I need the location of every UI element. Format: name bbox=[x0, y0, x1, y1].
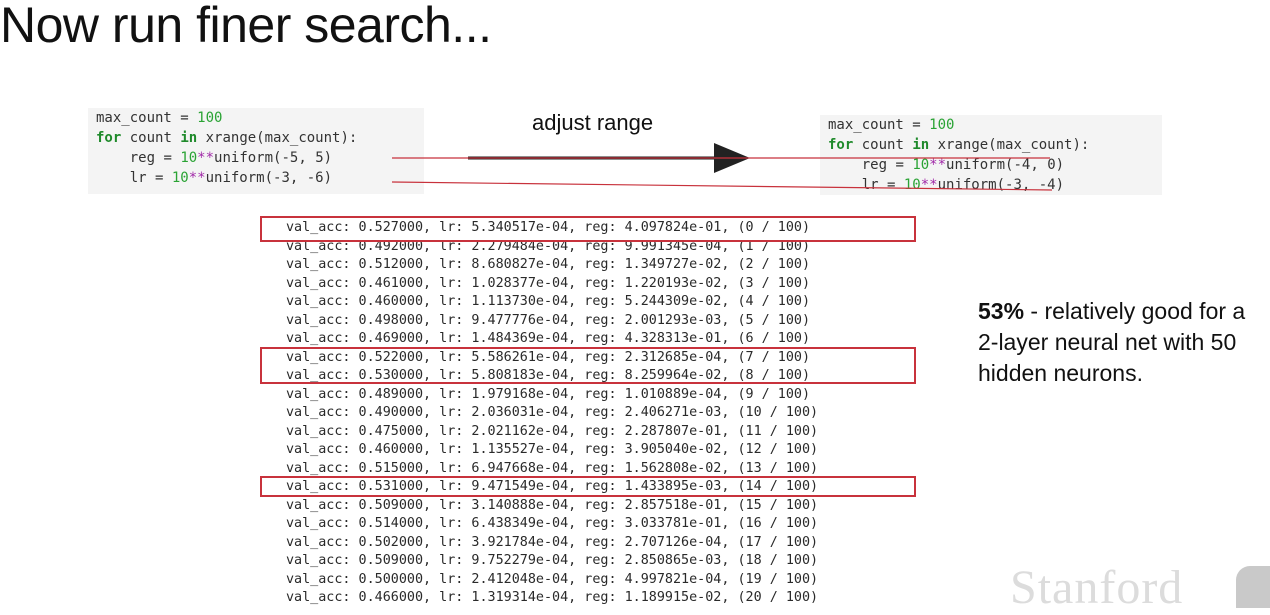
log-row: val_acc: 0.498000, lr: 9.477776e-04, reg… bbox=[286, 312, 811, 328]
log-row: val_acc: 0.522000, lr: 5.586261e-04, reg… bbox=[286, 349, 811, 365]
log-row: val_acc: 0.509000, lr: 3.140888e-04, reg… bbox=[286, 497, 819, 513]
log-row: val_acc: 0.461000, lr: 1.028377e-04, reg… bbox=[286, 275, 811, 291]
note-highlight: 53% bbox=[978, 298, 1025, 324]
log-row: val_acc: 0.460000, lr: 1.135527e-04, reg… bbox=[286, 442, 819, 457]
log-row: val_acc: 0.466000, lr: 1.319314e-04, reg… bbox=[286, 590, 819, 605]
code-line-max-count: max_count = 100 bbox=[828, 117, 955, 133]
log-row: val_acc: 0.492000, lr: 2.279484e-04, reg… bbox=[286, 238, 811, 254]
stanford-watermark: Stanford bbox=[1010, 561, 1184, 614]
slide-title: Now run finer search... bbox=[0, 0, 492, 53]
log-row: val_acc: 0.500000, lr: 2.412048e-04, reg… bbox=[286, 571, 819, 587]
corner-graphic bbox=[1236, 566, 1270, 608]
log-row: val_acc: 0.469000, lr: 1.484369e-04, reg… bbox=[286, 331, 811, 346]
log-row: val_acc: 0.531000, lr: 9.471549e-04, reg… bbox=[286, 479, 819, 494]
adjust-range-label: adjust range bbox=[532, 110, 654, 135]
log-row: val_acc: 0.530000, lr: 5.808183e-04, reg… bbox=[286, 368, 811, 383]
highlight-box-row-14 bbox=[260, 476, 916, 497]
log-row: val_acc: 0.490000, lr: 2.036031e-04, reg… bbox=[286, 405, 819, 420]
code-line-for: for count in xrange(max_count): bbox=[96, 130, 358, 146]
log-row: val_acc: 0.527000, lr: 5.340517e-04, reg… bbox=[286, 220, 811, 235]
code-line-reg: reg = 10**uniform(-4, 0) bbox=[861, 157, 1065, 173]
code-line-lr: lr = 10**uniform(-3, -4) bbox=[861, 177, 1065, 193]
code-line-reg: reg = 10**uniform(-5, 5) bbox=[129, 150, 333, 166]
highlight-box-row-0 bbox=[260, 216, 916, 242]
log-row: val_acc: 0.489000, lr: 1.979168e-04, reg… bbox=[286, 386, 811, 402]
log-row: val_acc: 0.475000, lr: 2.021162e-04, reg… bbox=[286, 423, 819, 439]
code-block-original: max_count = 100 for count in xrange(max_… bbox=[88, 108, 424, 194]
log-row: val_acc: 0.509000, lr: 9.752279e-04, reg… bbox=[286, 553, 819, 568]
log-row: val_acc: 0.502000, lr: 3.921784e-04, reg… bbox=[286, 534, 819, 550]
log-row: val_acc: 0.460000, lr: 1.113730e-04, reg… bbox=[286, 294, 811, 309]
result-note: 53% - relatively good for a 2-layer neur… bbox=[978, 296, 1268, 389]
log-row: val_acc: 0.512000, lr: 8.680827e-04, reg… bbox=[286, 257, 811, 272]
highlight-box-rows-7-8 bbox=[260, 347, 916, 384]
code-line-max-count: max_count = 100 bbox=[96, 110, 223, 126]
code-line-lr: lr = 10**uniform(-3, -6) bbox=[129, 170, 333, 186]
code-line-for: for count in xrange(max_count): bbox=[828, 137, 1090, 153]
code-block-adjusted: max_count = 100 for count in xrange(max_… bbox=[820, 115, 1162, 195]
note-text: - relatively good for a 2-layer neural n… bbox=[978, 298, 1246, 386]
log-row: val_acc: 0.515000, lr: 6.947668e-04, reg… bbox=[286, 460, 819, 476]
search-log: val_acc: 0.527000, lr: 5.340517e-04, reg… bbox=[286, 219, 818, 608]
log-row: val_acc: 0.514000, lr: 6.438349e-04, reg… bbox=[286, 516, 819, 531]
